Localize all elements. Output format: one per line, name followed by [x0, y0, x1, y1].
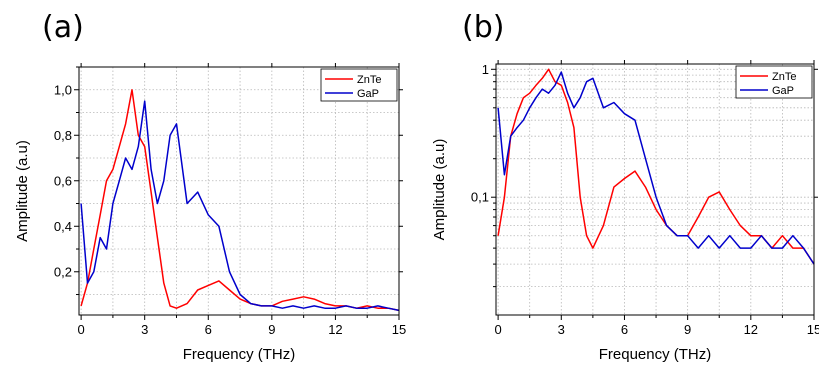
- x-tick-label: 15: [807, 322, 819, 337]
- panel-a-label: (a): [42, 10, 84, 45]
- series-line-znte: [80, 89, 400, 312]
- series-line-gap: [497, 71, 815, 265]
- legend-label-znte: ZnTe: [772, 71, 796, 83]
- y-tick-label: 1,0: [54, 82, 72, 97]
- x-tick-label: 6: [205, 322, 212, 337]
- chart-panel-a: 0 3 6 9 12 15 0,2 0,4 0,6 0,8 1,0 Frequency (THz) Am…: [14, 63, 406, 363]
- panel-b-label: (b): [462, 10, 505, 45]
- x-tick-label: 0: [494, 322, 501, 337]
- x-tick-label: 6: [621, 322, 628, 337]
- y-axis-label: Amplitude (a.u): [14, 140, 31, 242]
- series-line-znte: [497, 68, 815, 265]
- y-tick-label: 0,4: [54, 219, 72, 234]
- series-line-gap: [80, 100, 400, 312]
- y-tick-label: 0,1: [471, 190, 489, 205]
- x-tick-label: 9: [268, 322, 275, 337]
- y-tick-label: 0,8: [54, 128, 72, 143]
- plot-frame: [495, 63, 815, 316]
- x-tick-label: 12: [744, 322, 758, 337]
- x-tick-label: 0: [78, 322, 85, 337]
- legend-label-znte: ZnTe: [357, 74, 381, 86]
- y-axis-label: Amplitude (a.u): [431, 139, 448, 241]
- legend-label-gap: GaP: [357, 88, 379, 100]
- x-tick-label: 15: [392, 322, 406, 337]
- x-tick-label: 3: [558, 322, 565, 337]
- y-tick-label: 0,2: [54, 264, 72, 279]
- x-axis-label: Frequency (THz): [599, 346, 712, 363]
- legend-label-gap: GaP: [772, 85, 794, 97]
- chart-panel-b: 0 3 6 9 12 15 0,1 1 Frequency (THz) Amplitude (a.…: [431, 60, 819, 363]
- x-tick-label: 3: [141, 322, 148, 337]
- x-tick-label: 9: [684, 322, 691, 337]
- y-tick-label: 0,6: [54, 173, 72, 188]
- y-tick-label: 1: [482, 62, 489, 77]
- x-tick-label: 12: [328, 322, 342, 337]
- x-axis-label: Frequency (THz): [183, 346, 296, 363]
- legend-box: [320, 68, 398, 102]
- plot-frame: [78, 66, 400, 316]
- legend-box: [735, 65, 813, 99]
